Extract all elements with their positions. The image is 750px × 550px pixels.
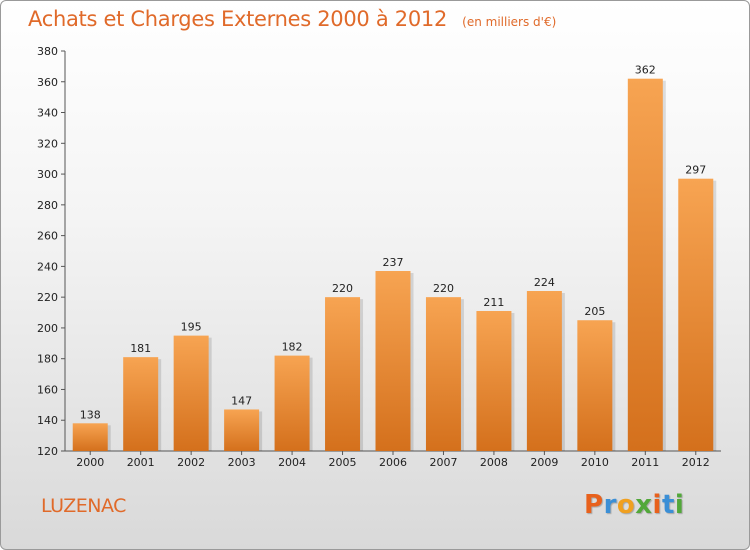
x-tick-label-2008: 2008	[480, 456, 508, 469]
bar-2007[interactable]	[425, 297, 461, 451]
bar-2000[interactable]	[72, 423, 108, 451]
y-tick-label: 240	[37, 260, 58, 273]
y-tick-label: 340	[37, 107, 58, 120]
value-label-2000: 138	[80, 408, 101, 421]
y-tick-label: 320	[37, 137, 58, 150]
value-label-2004: 182	[282, 341, 303, 354]
y-tick-label: 260	[37, 230, 58, 243]
chart-title: Achats et Charges Externes 2000 à 2012	[28, 7, 448, 31]
x-tick-label-2003: 2003	[228, 456, 256, 469]
y-tick-label: 200	[37, 322, 58, 335]
logo-letter: P	[584, 490, 604, 520]
value-label-2001: 181	[130, 342, 151, 355]
x-tick-label-2002: 2002	[177, 456, 205, 469]
y-tick-label: 180	[37, 353, 58, 366]
bar-2009[interactable]	[526, 291, 562, 451]
bar-2001[interactable]	[123, 357, 159, 451]
x-tick-label-2001: 2001	[127, 456, 155, 469]
chart-subtitle: (en milliers d'€)	[462, 15, 557, 29]
value-label-2007: 220	[433, 282, 454, 295]
bars-group	[72, 78, 717, 451]
x-tick-label-2010: 2010	[581, 456, 609, 469]
chart-title-row: Achats et Charges Externes 2000 à 2012 (…	[28, 7, 556, 31]
bar-2011[interactable]	[627, 78, 663, 451]
y-tick-label: 280	[37, 199, 58, 212]
logo-letter: r	[603, 490, 617, 520]
logo-letter: o	[616, 490, 636, 520]
y-tick-label: 160	[37, 383, 58, 396]
value-label-2009: 224	[534, 276, 555, 289]
y-tick-label: 380	[37, 45, 58, 58]
place-name: LUZENAC	[41, 495, 126, 517]
x-tick-label-2007: 2007	[429, 456, 457, 469]
y-tick-label: 360	[37, 76, 58, 89]
bar-2004[interactable]	[274, 355, 310, 451]
bar-2008[interactable]	[476, 311, 512, 451]
x-tick-label-2009: 2009	[530, 456, 558, 469]
logo-letter: i	[652, 490, 662, 520]
logo-letter: t	[661, 490, 675, 520]
axes: 120 140 160 180 200 220 240 260 280 300 320 340 360 3…	[37, 45, 721, 458]
x-tick-label-2011: 2011	[631, 456, 659, 469]
value-label-2003: 147	[231, 394, 252, 407]
value-label-2008: 211	[483, 296, 504, 309]
bar-2003[interactable]	[224, 409, 260, 451]
x-tick-label-2000: 2000	[76, 456, 104, 469]
x-tick-label-2004: 2004	[278, 456, 306, 469]
bar-2012[interactable]	[678, 178, 714, 451]
bar-2010[interactable]	[577, 320, 613, 451]
y-tick-label: 140	[37, 414, 58, 427]
bar-2005[interactable]	[325, 297, 361, 451]
value-label-2012: 297	[685, 164, 706, 177]
logo-letter: x	[635, 490, 653, 520]
proxiti-logo[interactable]: Proxiti	[584, 490, 684, 520]
logo-letter: i	[674, 490, 685, 520]
x-tick-label-2012: 2012	[682, 456, 710, 469]
x-tick-label-2006: 2006	[379, 456, 407, 469]
y-tick-label: 120	[37, 445, 58, 458]
y-tick-label: 300	[37, 168, 58, 181]
value-label-2002: 195	[181, 321, 202, 334]
bar-2006[interactable]	[375, 271, 411, 451]
bar-2002[interactable]	[173, 335, 209, 451]
labels-group: 138 2000 181 2001 195 2002 147 2003 182 2004 220 20…	[76, 64, 710, 469]
value-label-2011: 362	[635, 64, 656, 77]
x-tick-label-2005: 2005	[329, 456, 357, 469]
value-label-2006: 237	[383, 256, 404, 269]
value-label-2005: 220	[332, 282, 353, 295]
y-tick-label: 220	[37, 291, 58, 304]
value-label-2010: 205	[584, 305, 605, 318]
